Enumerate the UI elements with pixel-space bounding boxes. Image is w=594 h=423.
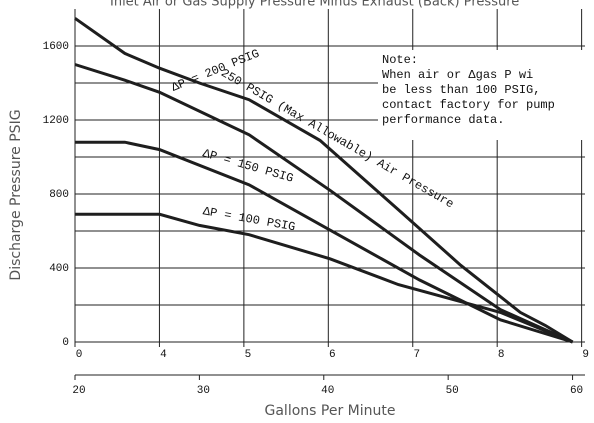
x-tick-label: 50 [446,385,459,397]
x2-tick-label: 7 [413,349,420,361]
x2-tick-label: 4 [160,349,167,361]
grid [75,9,585,343]
note-box [378,50,594,140]
series-label: ΔP = 150 PSIG [201,146,295,185]
y-axis-title: Discharge Pressure PSIG [8,109,24,280]
x2-tick-label: 6 [329,349,336,361]
x2-tick-label: 8 [498,349,505,361]
note-line: When air or Δgas P wi [382,68,533,82]
curve [75,140,574,344]
x2-tick-label: 5 [245,349,252,361]
x2-tick-label: 0 [76,349,83,361]
curves [74,17,574,344]
x-axis-title: Gallons Per Minute [265,403,396,419]
chart-title: Inlet Air or Gas Supply Pressure Minus E… [110,0,519,10]
curve [74,17,574,344]
note-line: contact factory for pump [382,98,555,112]
note-line: be less than 100 PSIG, [382,83,540,97]
x-tick-label: 20 [72,385,85,397]
x-tick-label: 30 [197,385,210,397]
note-line: performance data. [382,113,504,127]
y-tick-label: 1600 [43,41,69,53]
y-tick-label: 0 [62,337,69,349]
y-tick-label: 400 [49,263,69,275]
y-tick-label: 1200 [43,115,69,127]
y-tick-label: 800 [49,189,69,201]
x2-tick-label: 9 [582,349,589,361]
x-tick-label: 40 [321,385,334,397]
curve [74,63,574,344]
x-tick-label: 60 [570,385,583,397]
note-line: Note: [382,53,418,67]
curve [75,212,574,344]
